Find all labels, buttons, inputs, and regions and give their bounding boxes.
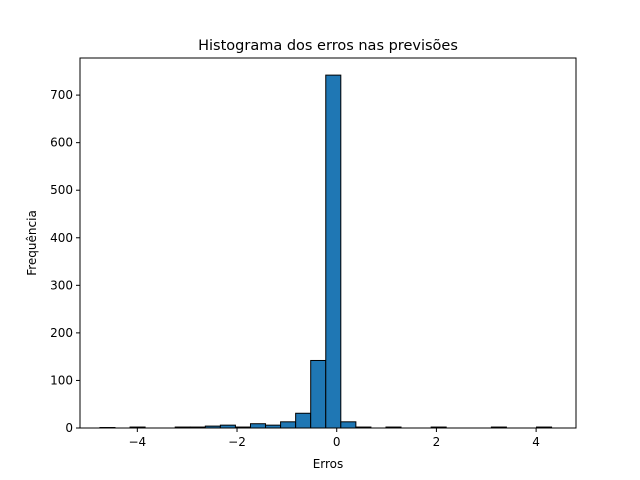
y-tick-label: 400 (50, 231, 73, 245)
y-axis: 0 100 200 300 400 500 600 700 (50, 88, 80, 435)
chart-title: Histograma dos erros nas previsões (198, 38, 458, 54)
y-axis-label: Frequência (25, 210, 39, 276)
x-axis: −4 −2 0 2 4 (128, 428, 540, 449)
histogram-bar (295, 412, 312, 429)
histogram-bar (280, 421, 297, 429)
y-tick-label: 300 (50, 278, 73, 292)
y-tick-label: 200 (50, 326, 73, 340)
x-tick-label: 4 (532, 435, 540, 449)
x-tick-label: −2 (228, 435, 246, 449)
y-tick-label: 100 (50, 373, 73, 387)
y-tick-label: 500 (50, 183, 73, 197)
y-tick-label: 600 (50, 136, 73, 150)
y-tick-label: 0 (65, 421, 73, 435)
histogram-bar (325, 74, 342, 429)
histogram-bar (310, 359, 327, 429)
x-tick-label: 2 (433, 435, 441, 449)
histogram-bar (249, 423, 267, 429)
histogram-bar (340, 421, 357, 429)
x-axis-label: Erros (313, 457, 344, 471)
x-tick-label: −4 (128, 435, 146, 449)
bars-group (99, 74, 553, 429)
x-tick-label: 0 (333, 435, 341, 449)
y-tick-label: 700 (50, 88, 73, 102)
plot-frame (79, 57, 577, 429)
